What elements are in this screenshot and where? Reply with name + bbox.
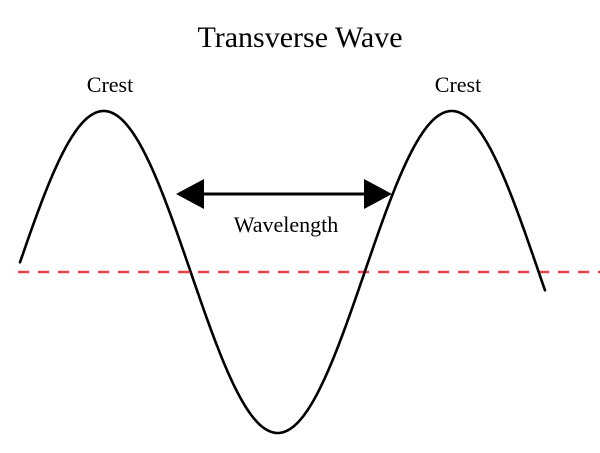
wave-curve [18,109,547,435]
wavelength-label: Wavelength [234,212,339,237]
crest-label-right: Crest [435,72,481,97]
wavelength-arrowhead-left [176,179,204,209]
wavelength-arrow [176,179,392,209]
wavelength-arrowhead-right [364,179,392,209]
crest-label-left: Crest [87,72,133,97]
diagram-title: Transverse Wave [197,21,402,54]
